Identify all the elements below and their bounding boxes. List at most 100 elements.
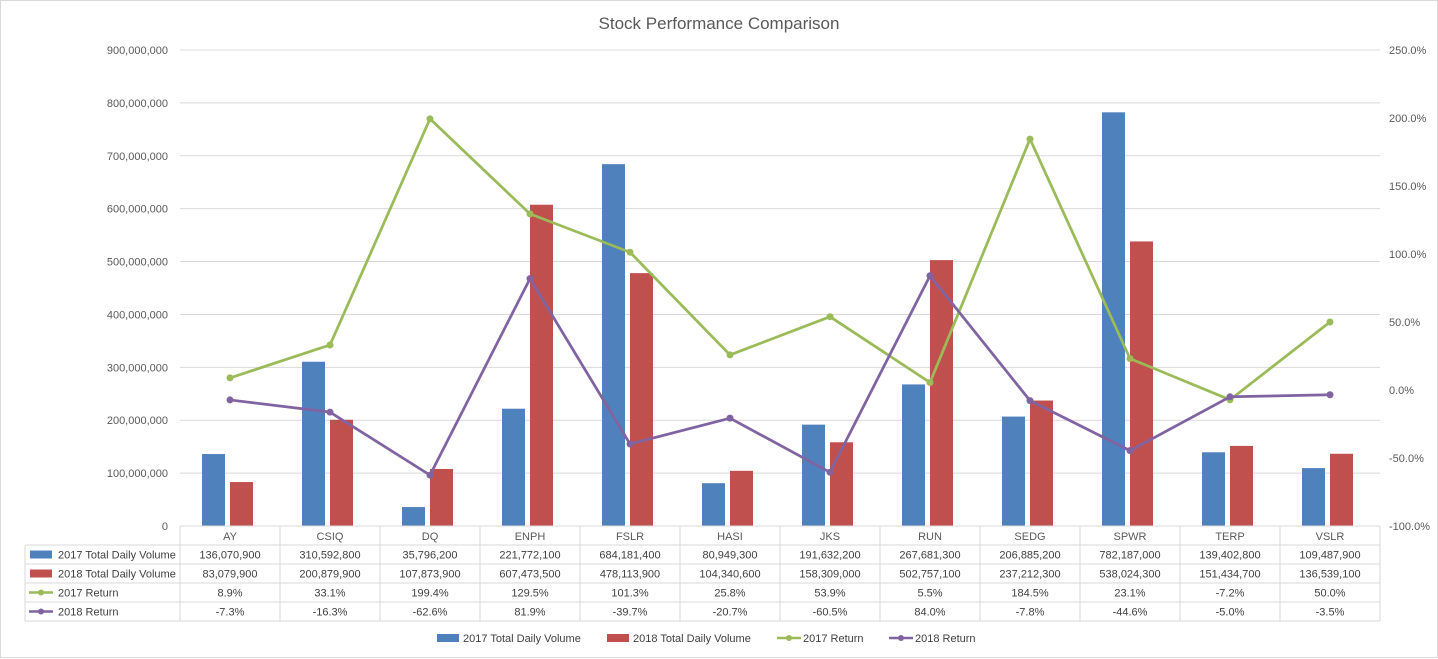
table-cell: 104,340,600	[699, 569, 760, 581]
table-series-name: 2018 Total Daily Volume	[58, 569, 176, 581]
table-cell: -3.5%	[1316, 607, 1345, 619]
left-axis-tick-label: 600,000,000	[107, 204, 168, 216]
line-point-dq-1	[426, 115, 434, 123]
bar-terp-1	[1202, 452, 1225, 526]
left-axis-tick-label: 400,000,000	[107, 309, 168, 321]
table-cell: 158,309,000	[799, 569, 860, 581]
table-series-name: 2017 Return	[58, 588, 119, 600]
bar-ay-1	[202, 454, 225, 526]
legend-label: 2017 Return	[803, 633, 864, 645]
bar-csiq-1	[302, 361, 325, 526]
table-cell: -62.6%	[413, 607, 448, 619]
line-point-sedg-1	[1026, 135, 1034, 143]
line-point-ay-1	[226, 374, 234, 382]
line-point-csiq-1	[326, 341, 334, 349]
line-point-fslr-2	[626, 440, 634, 448]
category-label: FSLR	[616, 531, 644, 543]
table-cell: 53.9%	[814, 588, 845, 600]
lines	[226, 115, 1334, 479]
table-cell: 139,402,800	[1199, 550, 1260, 562]
line-point-hasi-2	[726, 414, 734, 422]
table-cell: -44.6%	[1113, 607, 1148, 619]
bar-run-1	[902, 384, 925, 526]
bar-fslr-2	[630, 273, 653, 526]
right-axis-tick-label: 0.0%	[1389, 385, 1414, 397]
category-label: DQ	[422, 531, 439, 543]
chart-title: Stock Performance Comparison	[599, 14, 840, 33]
legend-label: 2018 Total Daily Volume	[633, 633, 751, 645]
gridlines	[180, 49, 1380, 474]
right-axis-tick-label: 100.0%	[1389, 249, 1427, 261]
line-point-terp-2	[1226, 393, 1234, 401]
category-label: SEDG	[1014, 531, 1045, 543]
data-table: AY CSIQ DQ ENPH FSLR HASI JKS RUN SEDG SPWR TERP VS…	[24, 525, 1381, 622]
table-cell: 684,181,400	[599, 550, 660, 562]
table-cell: 50.0%	[1314, 588, 1345, 600]
table-cell: 129.5%	[511, 588, 549, 600]
table-cell: 151,434,700	[1199, 569, 1260, 581]
category-label: HASI	[717, 531, 743, 543]
table-cell: 310,592,800	[299, 550, 360, 562]
left-axis-tick-label: 700,000,000	[107, 151, 168, 163]
line-point-enph-1	[526, 210, 534, 218]
right-axis-tick-label: 150.0%	[1389, 181, 1427, 193]
table-cell: 23.1%	[1114, 588, 1145, 600]
table-cell: -5.0%	[1216, 607, 1245, 619]
bar-hasi-1	[702, 483, 725, 526]
left-axis-tick-label: 900,000,000	[107, 45, 168, 57]
bar-terp-2	[1230, 445, 1253, 526]
left-axis-ticks: 0 100,000,000 200,000,000 300,000,000 400,00…	[107, 45, 168, 533]
table-cell: 84.0%	[914, 607, 945, 619]
table-cell: -7.3%	[216, 607, 245, 619]
bar-spwr-2	[1130, 241, 1153, 526]
bar-dq-1	[402, 507, 425, 526]
line-point-ay-2	[226, 396, 234, 404]
right-axis-ticks: -100.0% -50.0% 0.0% 50.0% 100.0% 150.0% 200.0%…	[1389, 45, 1430, 533]
table-cell: 221,772,100	[499, 550, 560, 562]
bar-fslr-1	[602, 164, 625, 527]
table-cell: 109,487,900	[1299, 550, 1360, 562]
left-axis-tick-label: 200,000,000	[107, 415, 168, 427]
right-axis-tick-label: 250.0%	[1389, 45, 1427, 57]
bar-vslr-2	[1330, 453, 1353, 526]
table-cell: 136,070,900	[199, 550, 260, 562]
right-axis-tick-label: 200.0%	[1389, 113, 1427, 125]
line-series-1	[229, 117, 1331, 402]
category-label: ENPH	[515, 531, 546, 543]
table-cell: -16.3%	[313, 607, 348, 619]
legend-marker	[898, 635, 904, 641]
table-series-name: 2018 Return	[58, 607, 119, 619]
left-axis-tick-label: 500,000,000	[107, 257, 168, 269]
left-axis-tick-label: 100,000,000	[107, 468, 168, 480]
table-legend-key	[30, 550, 52, 559]
line-point-jks-1	[826, 313, 834, 321]
bars	[202, 112, 1353, 527]
legend-marker	[786, 635, 792, 641]
table-cell: 83,079,900	[202, 569, 257, 581]
table-cell: -20.7%	[713, 607, 748, 619]
bar-csiq-2	[330, 419, 353, 526]
table-cell: -60.5%	[813, 607, 848, 619]
legend-label: 2018 Return	[915, 633, 976, 645]
table-cell: 136,539,100	[1299, 569, 1360, 581]
table-cell: 206,885,200	[999, 550, 1060, 562]
line-series-2	[229, 274, 1331, 477]
line-point-csiq-2	[326, 408, 334, 416]
bar-enph-2	[530, 204, 553, 526]
table-cell: 80,949,300	[702, 550, 757, 562]
table-cell: 607,473,500	[499, 569, 560, 581]
line-point-fslr-1	[626, 248, 634, 256]
bar-enph-1	[502, 408, 525, 526]
table-legend-marker	[38, 608, 44, 615]
legend-swatch	[437, 634, 459, 642]
left-axis-tick-label: 0	[162, 521, 168, 533]
bar-vslr-1	[1302, 468, 1325, 526]
table-cell: 782,187,000	[1099, 550, 1160, 562]
bar-dq-2	[430, 468, 453, 526]
table-cell: 200,879,900	[299, 569, 360, 581]
table-cell: 101.3%	[611, 588, 649, 600]
right-axis-tick-label: -50.0%	[1389, 453, 1424, 465]
legend: 2017 Total Daily Volume 2018 Total Daily …	[437, 633, 976, 645]
table-cell: 107,873,900	[399, 569, 460, 581]
